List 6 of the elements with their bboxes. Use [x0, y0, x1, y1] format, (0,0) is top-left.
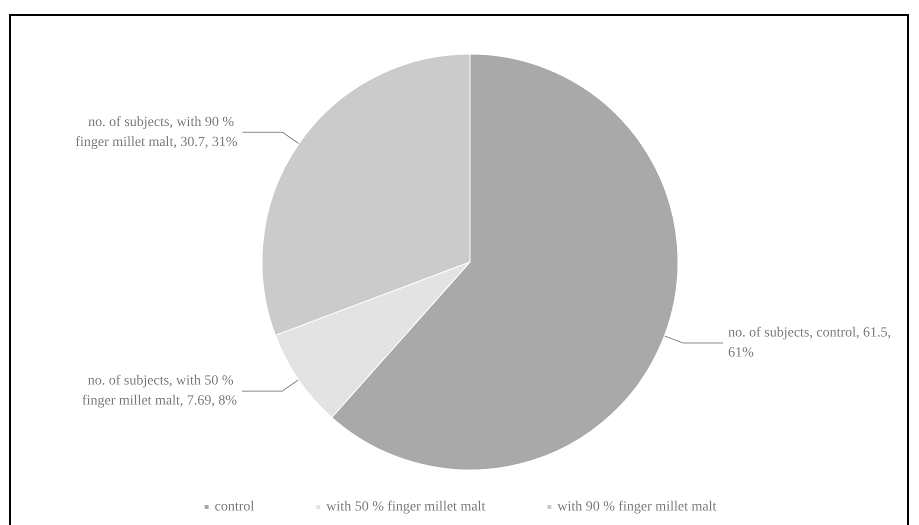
legend-label: with 50 % finger millet malt — [326, 500, 486, 514]
data-label: no. of subjects, control, 61.5, 61% — [728, 326, 895, 361]
legend-label: with 90 % finger millet malt — [557, 500, 716, 514]
legend-label: control — [214, 500, 254, 514]
data-label: no. of subjects, with 50 % finger millet malt, 7.69, 8% — [82, 374, 238, 409]
data-label: no. of subjects, with 90 % finger millet malt, 30.7, 31% — [75, 114, 238, 150]
